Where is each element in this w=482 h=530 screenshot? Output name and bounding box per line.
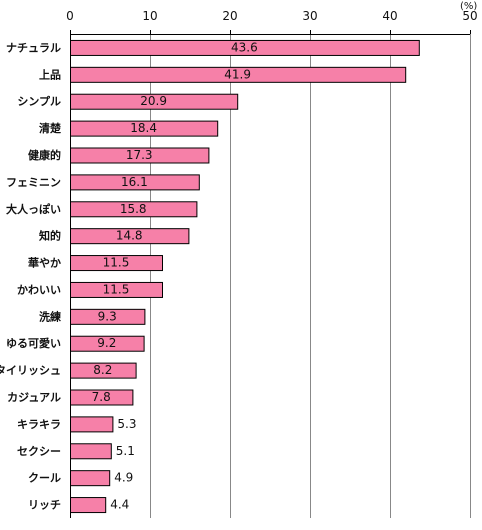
category-label: カジュアル — [7, 391, 61, 404]
grid-lines — [70, 30, 471, 518]
category-label: スタイリッシュ — [0, 364, 61, 377]
category-label: 大人っぽい — [6, 202, 61, 216]
data-label: 4.4 — [110, 498, 129, 512]
category-label: 洗練 — [39, 309, 61, 323]
data-label: 11.5 — [103, 256, 130, 270]
bar — [70, 470, 111, 487]
category-label: 健康的 — [28, 148, 61, 162]
bar — [70, 443, 112, 460]
data-label: 5.3 — [117, 417, 136, 431]
unit-label: (%) — [460, 1, 477, 12]
bars: 43.6 41.9 20.9 18.4 17.3 16.1 15.8 14.8 11.5 11.5… — [70, 39, 420, 514]
data-label: 8.2 — [93, 363, 112, 377]
data-label: 43.6 — [231, 40, 258, 54]
category-label: リッチ — [28, 499, 61, 512]
data-label: 18.4 — [130, 121, 157, 135]
bar — [70, 497, 107, 514]
category-label: 華やか — [28, 256, 61, 270]
data-label: 16.1 — [121, 175, 148, 189]
data-label: 14.8 — [116, 229, 143, 243]
data-label: 9.3 — [98, 309, 117, 323]
x-tick-label: 10 — [142, 9, 157, 23]
category-label: 清楚 — [39, 121, 62, 135]
category-label: キラキラ — [17, 418, 61, 431]
data-label: 11.5 — [103, 282, 130, 296]
category-label: ナチュラル — [6, 41, 61, 54]
data-label: 17.3 — [126, 148, 153, 162]
data-label: 9.2 — [97, 336, 116, 350]
category-label: ゆる可愛い — [6, 336, 61, 350]
bar — [70, 416, 114, 433]
category-label: シンプル — [17, 94, 61, 108]
data-label: 5.1 — [116, 444, 135, 458]
x-tick-labels: 0 10 20 30 40 50 — [66, 9, 477, 23]
category-label: 上品 — [39, 67, 61, 81]
data-label: 15.8 — [120, 202, 147, 216]
x-tick-label: 20 — [222, 9, 237, 23]
data-label: 41.9 — [224, 67, 251, 81]
x-tick-label: 50 — [462, 9, 477, 23]
category-label: かわいい — [17, 283, 61, 296]
category-label: 知的 — [38, 229, 61, 243]
data-label: 20.9 — [140, 94, 167, 108]
category-label: クール — [28, 472, 61, 485]
category-label: フェミニン — [6, 176, 61, 189]
data-label: 7.8 — [92, 390, 111, 404]
category-labels: ナチュラル上品シンプル清楚健康的フェミニン大人っぽい知的華やかかわいい洗練ゆる可… — [0, 41, 62, 511]
x-tick-label: 40 — [382, 9, 397, 23]
x-tick-label: 30 — [302, 9, 317, 23]
x-tick-label: 0 — [66, 9, 74, 23]
category-label: セクシー — [17, 445, 61, 458]
data-label: 4.9 — [114, 471, 133, 485]
